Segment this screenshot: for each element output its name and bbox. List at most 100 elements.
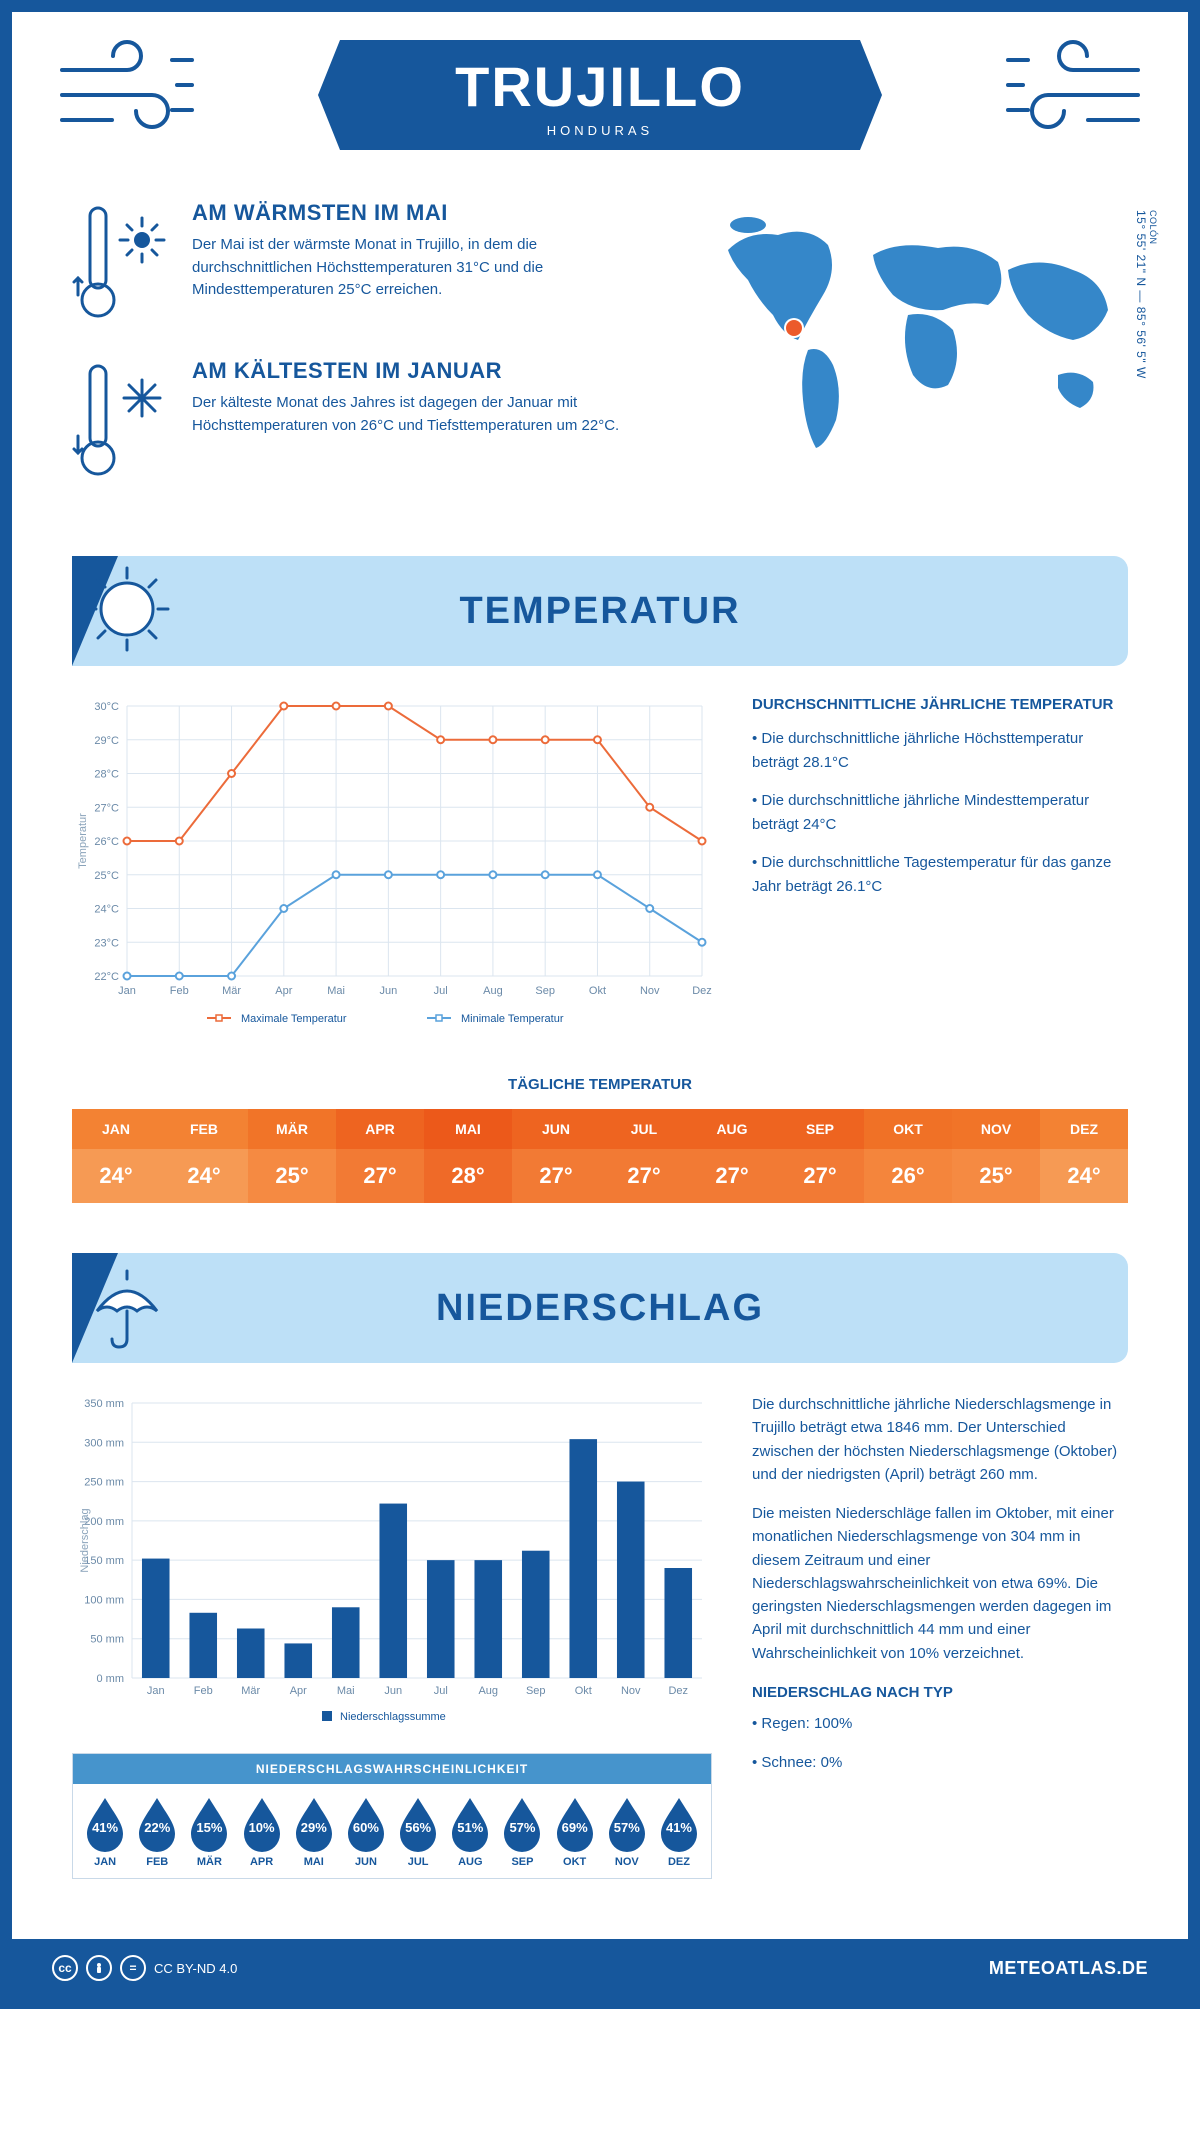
prob-cell: 10%APR xyxy=(236,1794,288,1868)
prob-cell: 22%FEB xyxy=(131,1794,183,1868)
svg-text:Niederschlag: Niederschlag xyxy=(79,1508,91,1572)
wind-icon-left xyxy=(52,40,202,150)
svg-text:Okt: Okt xyxy=(575,1685,592,1697)
precipitation-bar-chart: 0 mm50 mm100 mm150 mm200 mm250 mm300 mm3… xyxy=(72,1393,712,1733)
fact-coldest: AM KÄLTESTEN IM JANUAR Der kälteste Mona… xyxy=(72,358,658,488)
svg-text:30°C: 30°C xyxy=(94,701,119,713)
svg-text:Temperatur: Temperatur xyxy=(77,813,89,869)
svg-text:25°C: 25°C xyxy=(94,870,119,882)
precip-type-line: • Schnee: 0% xyxy=(752,1751,1128,1774)
section-title-temperature: TEMPERATUR xyxy=(459,590,740,633)
license: cc = CC BY-ND 4.0 xyxy=(52,1955,237,1981)
svg-text:26°C: 26°C xyxy=(94,836,119,848)
temp-table-col: NOV25° xyxy=(952,1109,1040,1203)
svg-text:24°C: 24°C xyxy=(94,904,119,916)
svg-text:50 mm: 50 mm xyxy=(90,1634,124,1646)
temp-summary-title: DURCHSCHNITTLICHE JÄHRLICHE TEMPERATUR xyxy=(752,696,1128,713)
svg-text:Mär: Mär xyxy=(241,1685,260,1697)
svg-text:100 mm: 100 mm xyxy=(84,1594,124,1606)
temp-table-col: FEB24° xyxy=(160,1109,248,1203)
svg-text:Okt: Okt xyxy=(589,985,606,997)
svg-text:Dez: Dez xyxy=(668,1685,688,1697)
svg-text:350 mm: 350 mm xyxy=(84,1398,124,1410)
svg-text:Sep: Sep xyxy=(535,985,555,997)
wind-icon-right xyxy=(998,40,1148,150)
raindrop-icon: 57% xyxy=(499,1794,545,1852)
svg-text:29°C: 29°C xyxy=(94,735,119,747)
svg-text:Niederschlagssumme: Niederschlagssumme xyxy=(340,1711,446,1723)
svg-text:Dez: Dez xyxy=(692,985,712,997)
temp-table-col: AUG27° xyxy=(688,1109,776,1203)
svg-text:Maximale Temperatur: Maximale Temperatur xyxy=(241,1013,347,1025)
raindrop-icon: 41% xyxy=(656,1794,702,1852)
prob-cell: 51%AUG xyxy=(444,1794,496,1868)
temperature-summary: DURCHSCHNITTLICHE JÄHRLICHE TEMPERATUR •… xyxy=(752,696,1128,1036)
prob-cell: 41%DEZ xyxy=(653,1794,705,1868)
svg-text:Nov: Nov xyxy=(621,1685,641,1697)
raindrop-icon: 15% xyxy=(186,1794,232,1852)
prob-cell: 56%JUL xyxy=(392,1794,444,1868)
prob-cell: 69%OKT xyxy=(549,1794,601,1868)
climate-facts: AM WÄRMSTEN IM MAI Der Mai ist der wärms… xyxy=(72,200,658,516)
temp-bullet: • Die durchschnittliche Tagestemperatur … xyxy=(752,851,1128,899)
precip-type-title: NIEDERSCHLAG NACH TYP xyxy=(752,1681,1128,1704)
coordinates: COLÓN 15° 55' 21" N — 85° 56' 5" W xyxy=(1134,210,1158,379)
thermometer-cold-icon xyxy=(72,358,172,488)
cc-icon: cc xyxy=(52,1955,78,1981)
svg-text:27°C: 27°C xyxy=(94,802,119,814)
world-map: COLÓN 15° 55' 21" N — 85° 56' 5" W xyxy=(688,200,1128,516)
svg-text:Jan: Jan xyxy=(147,1685,165,1697)
svg-text:23°C: 23°C xyxy=(94,937,119,949)
svg-text:Mai: Mai xyxy=(327,985,345,997)
raindrop-icon: 57% xyxy=(604,1794,650,1852)
title-banner: TRUJILLO HONDURAS xyxy=(340,40,860,170)
precip-paragraph: Die durchschnittliche jährliche Niedersc… xyxy=(752,1393,1128,1486)
city-title: TRUJILLO xyxy=(340,54,860,119)
svg-text:Aug: Aug xyxy=(478,1685,498,1697)
section-title-precip: NIEDERSCHLAG xyxy=(436,1287,764,1330)
prob-cell: 15%MÄR xyxy=(183,1794,235,1868)
raindrop-icon: 22% xyxy=(134,1794,180,1852)
precipitation-summary: Die durchschnittliche jährliche Niedersc… xyxy=(752,1393,1128,1879)
temp-table-col: DEZ24° xyxy=(1040,1109,1128,1203)
temp-table-col: MÄR25° xyxy=(248,1109,336,1203)
svg-text:Jul: Jul xyxy=(434,1685,448,1697)
precip-paragraph: Die meisten Niederschläge fallen im Okto… xyxy=(752,1502,1128,1665)
temp-bullet: • Die durchschnittliche jährliche Mindes… xyxy=(752,789,1128,837)
temp-table-col: SEP27° xyxy=(776,1109,864,1203)
svg-text:Aug: Aug xyxy=(483,985,503,997)
fact-cold-title: AM KÄLTESTEN IM JANUAR xyxy=(192,358,658,384)
precipitation-probability-strip: NIEDERSCHLAGSWAHRSCHEINLICHKEIT 41%JAN 2… xyxy=(72,1753,712,1879)
temp-table-col: OKT26° xyxy=(864,1109,952,1203)
temp-table-col: JUL27° xyxy=(600,1109,688,1203)
raindrop-icon: 69% xyxy=(552,1794,598,1852)
temp-bullet: • Die durchschnittliche jährliche Höchst… xyxy=(752,727,1128,775)
svg-text:Apr: Apr xyxy=(290,1685,307,1697)
svg-text:22°C: 22°C xyxy=(94,971,119,983)
fact-cold-text: Der kälteste Monat des Jahres ist dagege… xyxy=(192,392,658,437)
raindrop-icon: 51% xyxy=(447,1794,493,1852)
svg-text:Nov: Nov xyxy=(640,985,660,997)
prob-cell: 29%MAI xyxy=(288,1794,340,1868)
svg-text:250 mm: 250 mm xyxy=(84,1477,124,1489)
svg-text:Feb: Feb xyxy=(170,985,189,997)
thermometer-hot-icon xyxy=(72,200,172,330)
temperature-line-chart: 22°C23°C24°C25°C26°C27°C28°C29°C30°CJanF… xyxy=(72,696,712,1036)
raindrop-icon: 29% xyxy=(291,1794,337,1852)
svg-text:Minimale Temperatur: Minimale Temperatur xyxy=(461,1013,564,1025)
temp-table-col: APR27° xyxy=(336,1109,424,1203)
site-name: METEOATLAS.DE xyxy=(989,1958,1148,1979)
temp-table-col: JUN27° xyxy=(512,1109,600,1203)
umbrella-icon xyxy=(82,1261,172,1351)
raindrop-icon: 10% xyxy=(239,1794,285,1852)
svg-text:Mär: Mär xyxy=(222,985,241,997)
svg-text:Mai: Mai xyxy=(337,1685,355,1697)
svg-text:Apr: Apr xyxy=(275,985,292,997)
fact-warmest: AM WÄRMSTEN IM MAI Der Mai ist der wärms… xyxy=(72,200,658,330)
svg-text:28°C: 28°C xyxy=(94,769,119,781)
country-subtitle: HONDURAS xyxy=(340,123,860,138)
prob-cell: 41%JAN xyxy=(79,1794,131,1868)
raindrop-icon: 41% xyxy=(82,1794,128,1852)
sun-icon xyxy=(82,564,172,654)
fact-warm-title: AM WÄRMSTEN IM MAI xyxy=(192,200,658,226)
